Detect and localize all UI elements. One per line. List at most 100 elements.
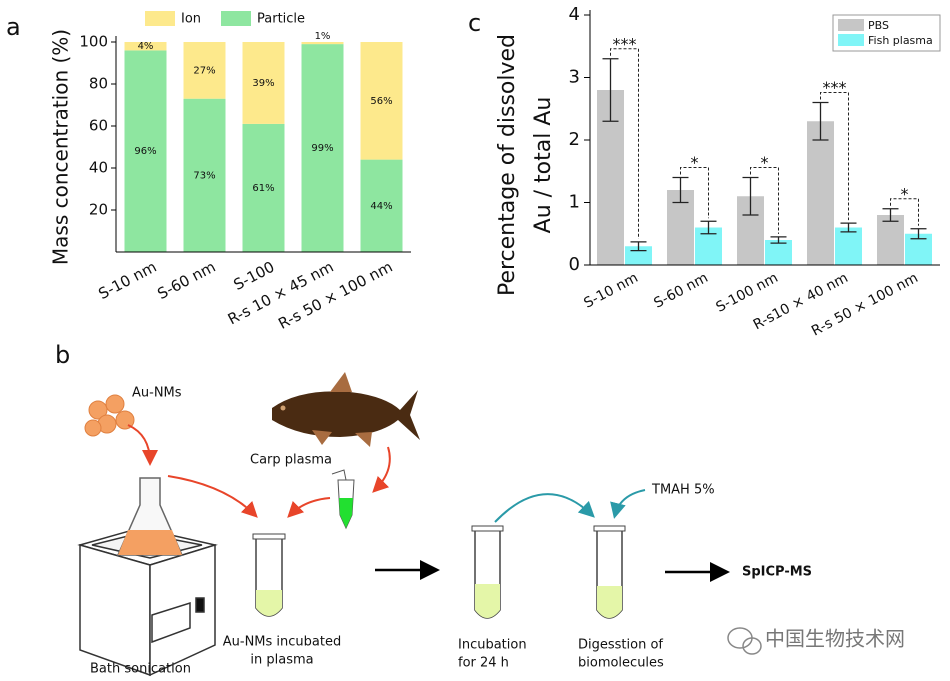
eppendorf bbox=[331, 469, 355, 530]
arrow bbox=[610, 489, 646, 519]
error-bar bbox=[602, 58, 619, 122]
error-bar bbox=[910, 228, 927, 240]
error-bar bbox=[840, 222, 857, 233]
sonicator bbox=[77, 527, 218, 677]
label: biomolecules bbox=[578, 656, 664, 671]
y-tick-label: 3 bbox=[569, 67, 580, 88]
watermark: 中国生物技术网 bbox=[765, 627, 905, 651]
bar-segment bbox=[360, 159, 403, 252]
legend-swatch bbox=[145, 11, 175, 26]
panel-label: b bbox=[55, 341, 70, 369]
y-axis-label: Au / total Au bbox=[531, 97, 556, 234]
y-tick-label: 80 bbox=[89, 75, 108, 93]
y-tick-label: 2 bbox=[569, 129, 580, 150]
error-bar bbox=[770, 236, 787, 244]
bar-segment bbox=[183, 42, 226, 99]
bar bbox=[835, 227, 862, 265]
significance-bracket bbox=[890, 198, 919, 226]
y-tick-label: 100 bbox=[79, 33, 108, 51]
legend-swatch bbox=[838, 19, 864, 31]
value-label: 39% bbox=[252, 78, 274, 89]
nanoparticles bbox=[84, 394, 135, 437]
legend-label: Particle bbox=[257, 12, 305, 27]
significance-bracket bbox=[750, 167, 779, 234]
y-tick-label: 1 bbox=[569, 192, 580, 213]
bar-segment bbox=[301, 42, 344, 45]
legend-label: PBS bbox=[868, 19, 889, 32]
legend-label: Fish plasma bbox=[868, 34, 933, 47]
bar-segment bbox=[360, 42, 403, 160]
label: Digesstion of bbox=[578, 638, 663, 653]
arrow bbox=[287, 497, 331, 518]
label: Au-NMs incubated bbox=[223, 635, 341, 650]
significance-bracket bbox=[680, 167, 709, 219]
flask bbox=[116, 477, 184, 556]
tube bbox=[471, 525, 504, 619]
y-tick-label: 60 bbox=[89, 117, 108, 135]
error-bar bbox=[630, 241, 647, 252]
value-label: 61% bbox=[252, 183, 274, 194]
bar-segment bbox=[124, 50, 167, 253]
error-bar bbox=[700, 220, 717, 235]
bar-segment bbox=[242, 42, 285, 124]
panel-label: c bbox=[468, 9, 481, 37]
watermark-icon bbox=[727, 627, 762, 655]
significance-bracket bbox=[610, 48, 639, 239]
legend-swatch bbox=[838, 34, 864, 46]
label: Incubation bbox=[458, 638, 527, 653]
bar-segment bbox=[183, 98, 226, 252]
y-tick-label: 0 bbox=[569, 254, 580, 275]
error-bar bbox=[812, 101, 829, 141]
annotation: *** bbox=[613, 34, 637, 53]
bar bbox=[877, 215, 904, 265]
label: Bath sonication bbox=[90, 662, 191, 677]
value-label: 4% bbox=[138, 41, 154, 52]
annotation: * bbox=[761, 153, 769, 172]
legend-label: Ion bbox=[181, 12, 201, 27]
arrow bbox=[167, 475, 258, 518]
value-label: 73% bbox=[193, 170, 215, 181]
error-bar bbox=[672, 176, 689, 204]
label: TMAH 5% bbox=[651, 483, 715, 498]
annotation: * bbox=[901, 184, 909, 203]
annotation: *** bbox=[823, 78, 847, 97]
tube bbox=[252, 533, 286, 617]
value-label: 27% bbox=[193, 65, 215, 76]
bar-segment bbox=[124, 42, 167, 51]
value-label: 56% bbox=[370, 96, 392, 107]
y-axis-label: Percentage of dissolved bbox=[495, 34, 520, 296]
x-tick-label: S-10 nm bbox=[581, 270, 640, 312]
arrow bbox=[494, 493, 595, 523]
label: Au-NMs bbox=[132, 386, 182, 401]
label: SpICP-MS bbox=[742, 565, 812, 580]
diagram: Au-NMs Bath sonication Au-NMs incubated … bbox=[77, 372, 905, 677]
value-label: 44% bbox=[370, 201, 392, 212]
label: in plasma bbox=[250, 653, 313, 668]
x-tick-label: S-60 nm bbox=[154, 258, 218, 303]
value-label: 1% bbox=[315, 31, 331, 42]
bar bbox=[807, 121, 834, 265]
significance-bracket bbox=[820, 92, 849, 221]
annotation: * bbox=[691, 153, 699, 172]
error-bar bbox=[882, 208, 899, 222]
x-tick-label: S-60 nm bbox=[651, 270, 710, 312]
y-tick-label: 4 bbox=[569, 4, 580, 25]
x-tick-label: S-10 nm bbox=[95, 258, 159, 303]
label: for 24 h bbox=[458, 656, 509, 671]
panel-label: a bbox=[6, 13, 21, 41]
tube bbox=[593, 525, 626, 619]
error-bar bbox=[742, 176, 759, 216]
legend-swatch bbox=[221, 11, 251, 26]
value-label: 96% bbox=[134, 146, 156, 157]
fish bbox=[272, 372, 420, 447]
y-axis-label: Mass concentration (%) bbox=[49, 29, 73, 265]
y-tick-label: 20 bbox=[89, 201, 108, 219]
arrow bbox=[127, 424, 158, 466]
value-label: 99% bbox=[311, 143, 333, 154]
bar bbox=[765, 240, 792, 265]
label: Carp plasma bbox=[250, 453, 332, 468]
bar-segment bbox=[242, 123, 285, 253]
bar-segment bbox=[301, 44, 344, 252]
y-tick-label: 40 bbox=[89, 159, 108, 177]
